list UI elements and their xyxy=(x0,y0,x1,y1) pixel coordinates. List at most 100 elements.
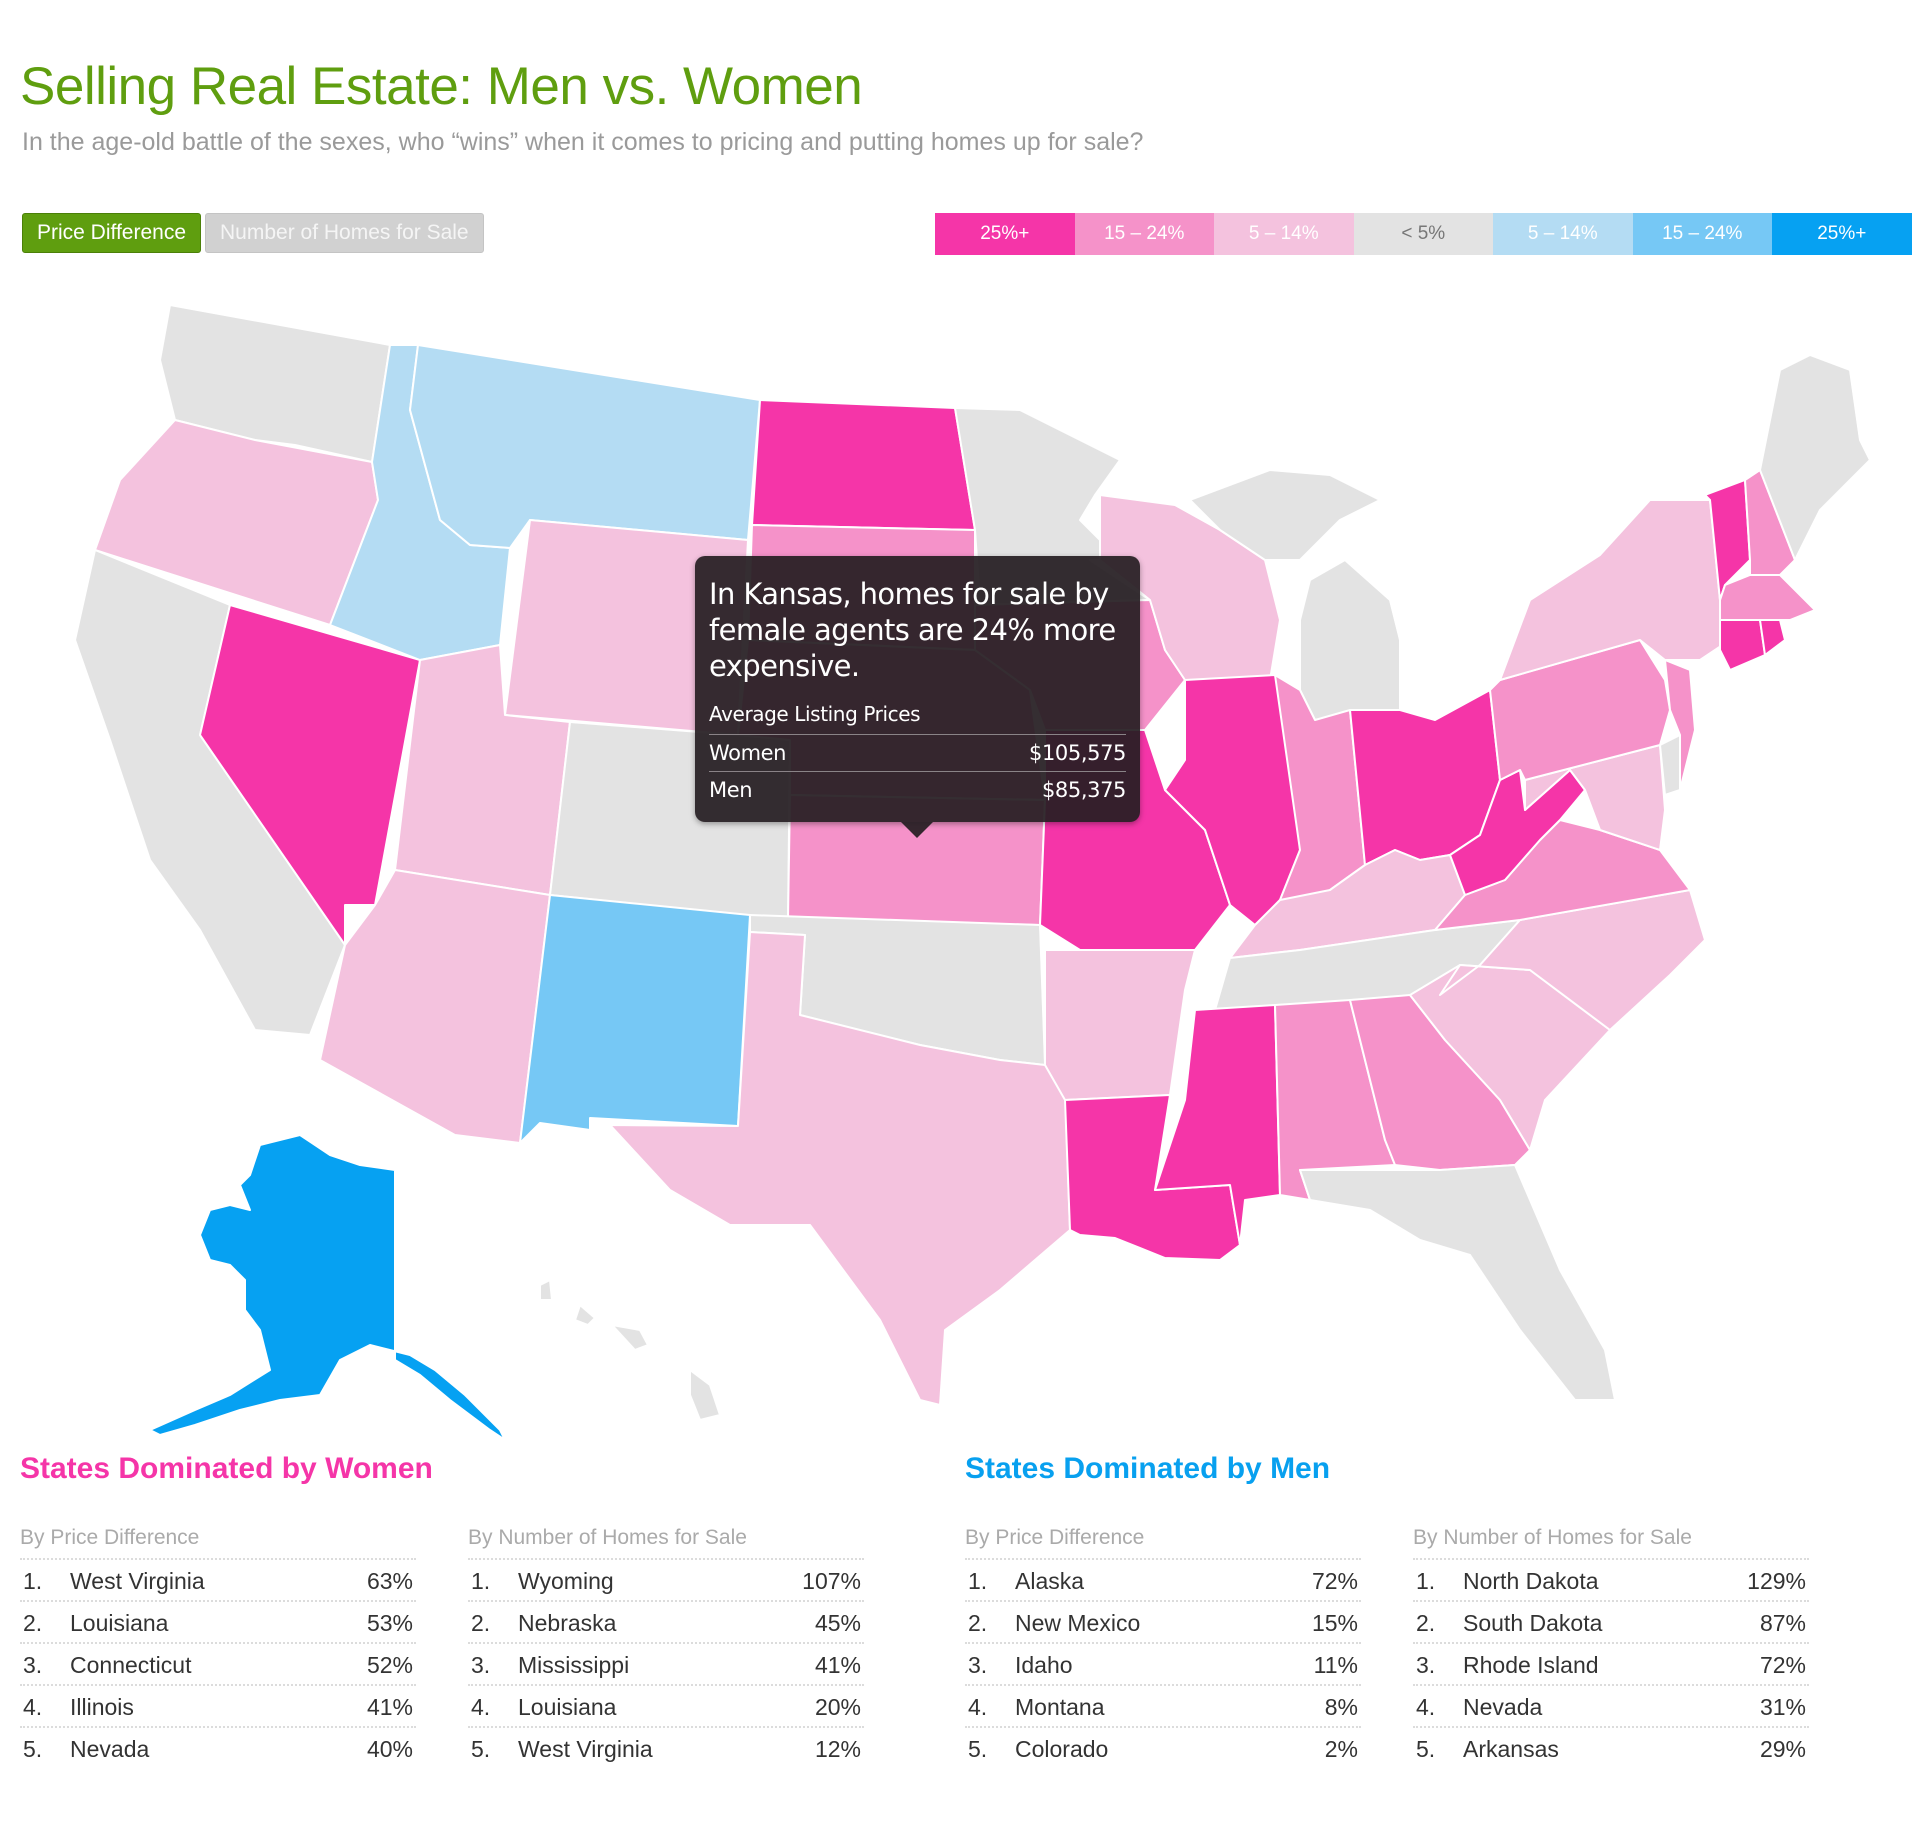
list-item: 1. North Dakota 129% xyxy=(1413,1560,1809,1602)
state-NJ[interactable] xyxy=(1664,659,1696,791)
rank: 1. xyxy=(968,1568,988,1594)
value: 41% xyxy=(814,1652,861,1678)
state-NM[interactable] xyxy=(519,894,751,1144)
state-name: Wyoming xyxy=(518,1568,614,1594)
rank: 2. xyxy=(23,1610,43,1636)
page-title: Selling Real Estate: Men vs. Women xyxy=(20,57,863,116)
state-name: Nevada xyxy=(70,1736,150,1762)
tooltip-value: $105,575 xyxy=(1028,741,1126,765)
state-name: Mississippi xyxy=(518,1652,630,1678)
value: 72% xyxy=(1311,1568,1358,1594)
rank: 2. xyxy=(968,1610,988,1636)
list-item: 4. Montana 8% xyxy=(965,1686,1361,1728)
value: 53% xyxy=(366,1610,413,1636)
tooltip-subheading: Average Listing Prices xyxy=(709,702,1126,735)
state-RI[interactable] xyxy=(1759,619,1786,656)
rank: 5. xyxy=(23,1736,43,1762)
rank: 3. xyxy=(471,1652,491,1678)
state-name: Illinois xyxy=(70,1694,134,1720)
state-name: Nevada xyxy=(1463,1694,1543,1720)
rank: 4. xyxy=(23,1694,43,1720)
legend-women-25-plus: 25%+ xyxy=(935,213,1075,255)
value: 29% xyxy=(1759,1736,1806,1762)
rank: 3. xyxy=(968,1652,988,1678)
value: 15% xyxy=(1311,1610,1358,1636)
value: 52% xyxy=(366,1652,413,1678)
value: 87% xyxy=(1759,1610,1806,1636)
value: 129% xyxy=(1747,1568,1806,1594)
list-item: 4. Nevada 31% xyxy=(1413,1686,1809,1728)
value: 12% xyxy=(814,1736,861,1762)
page-subtitle: In the age-old battle of the sexes, who … xyxy=(22,128,1144,156)
state-name: Montana xyxy=(1015,1694,1105,1720)
state-AK[interactable] xyxy=(149,1134,506,1441)
state-MA[interactable] xyxy=(1719,574,1816,621)
value: 41% xyxy=(366,1694,413,1720)
state-tooltip: In Kansas, homes for sale by female agen… xyxy=(695,556,1140,838)
list-item: 1. Alaska 72% xyxy=(965,1560,1361,1602)
value: 40% xyxy=(366,1736,413,1762)
value: 20% xyxy=(814,1694,861,1720)
legend-women-15-24: 15 – 24% xyxy=(1074,213,1214,255)
rank: 4. xyxy=(471,1694,491,1720)
state-AZ[interactable] xyxy=(319,869,551,1144)
state-name: West Virginia xyxy=(518,1736,653,1762)
tooltip-label: Men xyxy=(709,778,753,802)
state-name: Louisiana xyxy=(70,1610,169,1636)
state-name: Nebraska xyxy=(518,1610,617,1636)
state-ND[interactable] xyxy=(751,399,976,531)
rank: 5. xyxy=(471,1736,491,1762)
rank: 2. xyxy=(471,1610,491,1636)
state-CT[interactable] xyxy=(1719,619,1766,671)
state-LA[interactable] xyxy=(1064,1094,1241,1261)
rank: 5. xyxy=(1416,1736,1436,1762)
metric-tabs: Price Difference Number of Homes for Sal… xyxy=(22,213,484,253)
state-HI[interactable] xyxy=(539,1279,721,1421)
state-name: New Mexico xyxy=(1015,1610,1141,1636)
state-AR[interactable] xyxy=(1044,949,1196,1101)
tooltip-value: $85,375 xyxy=(1041,778,1126,802)
legend-women-5-14: 5 – 14% xyxy=(1214,213,1354,255)
list-item: 4. Louisiana 20% xyxy=(468,1686,864,1728)
list-item: 2. Nebraska 45% xyxy=(468,1602,864,1644)
legend-neutral: < 5% xyxy=(1353,213,1493,255)
color-legend: 25%+ 15 – 24% 5 – 14% < 5% 5 – 14% 15 – … xyxy=(935,213,1912,255)
tab-price-difference[interactable]: Price Difference xyxy=(22,213,202,253)
legend-men-25-plus: 25%+ xyxy=(1772,213,1912,255)
rank: 1. xyxy=(471,1568,491,1594)
value: 31% xyxy=(1759,1694,1806,1720)
state-name: Arkansas xyxy=(1463,1736,1559,1762)
list-item: 5. West Virginia 12% xyxy=(468,1728,864,1770)
state-name: Connecticut xyxy=(70,1652,192,1678)
men-section-title: States Dominated by Men xyxy=(965,1452,1331,1485)
rank: 1. xyxy=(1416,1568,1436,1594)
list-item: 2. New Mexico 15% xyxy=(965,1602,1361,1644)
state-name: North Dakota xyxy=(1463,1568,1599,1594)
rank: 4. xyxy=(968,1694,988,1720)
men-price-list: By Price Difference 1. Alaska 72% 2. New Me… xyxy=(965,1522,1361,1770)
state-name: Alaska xyxy=(1015,1568,1085,1594)
tab-number-of-homes[interactable]: Number of Homes for Sale xyxy=(205,213,484,253)
women-section-title: States Dominated by Women xyxy=(20,1452,433,1485)
state-MT[interactable] xyxy=(409,344,761,549)
list-item: 5. Nevada 40% xyxy=(20,1728,416,1770)
value: 107% xyxy=(802,1568,861,1594)
rank: 3. xyxy=(1416,1652,1436,1678)
state-name: Idaho xyxy=(1015,1652,1073,1678)
state-name: Louisiana xyxy=(518,1694,617,1720)
state-ME[interactable] xyxy=(1759,354,1871,561)
state-NC[interactable] xyxy=(1439,889,1706,1031)
tooltip-label: Women xyxy=(709,741,787,765)
value: 11% xyxy=(1313,1652,1358,1678)
state-TX[interactable] xyxy=(609,931,1071,1406)
legend-men-5-14: 5 – 14% xyxy=(1493,213,1633,255)
list-heading: By Price Difference xyxy=(20,1522,416,1560)
list-item: 1. West Virginia 63% xyxy=(20,1560,416,1602)
list-heading: By Number of Homes for Sale xyxy=(468,1522,864,1560)
us-choropleth-map xyxy=(0,270,1920,1450)
tooltip-row-women: Women $105,575 xyxy=(709,735,1126,772)
state-FL[interactable] xyxy=(1299,1164,1616,1401)
state-name: South Dakota xyxy=(1463,1610,1603,1636)
rank: 4. xyxy=(1416,1694,1436,1720)
rank: 3. xyxy=(23,1652,43,1678)
